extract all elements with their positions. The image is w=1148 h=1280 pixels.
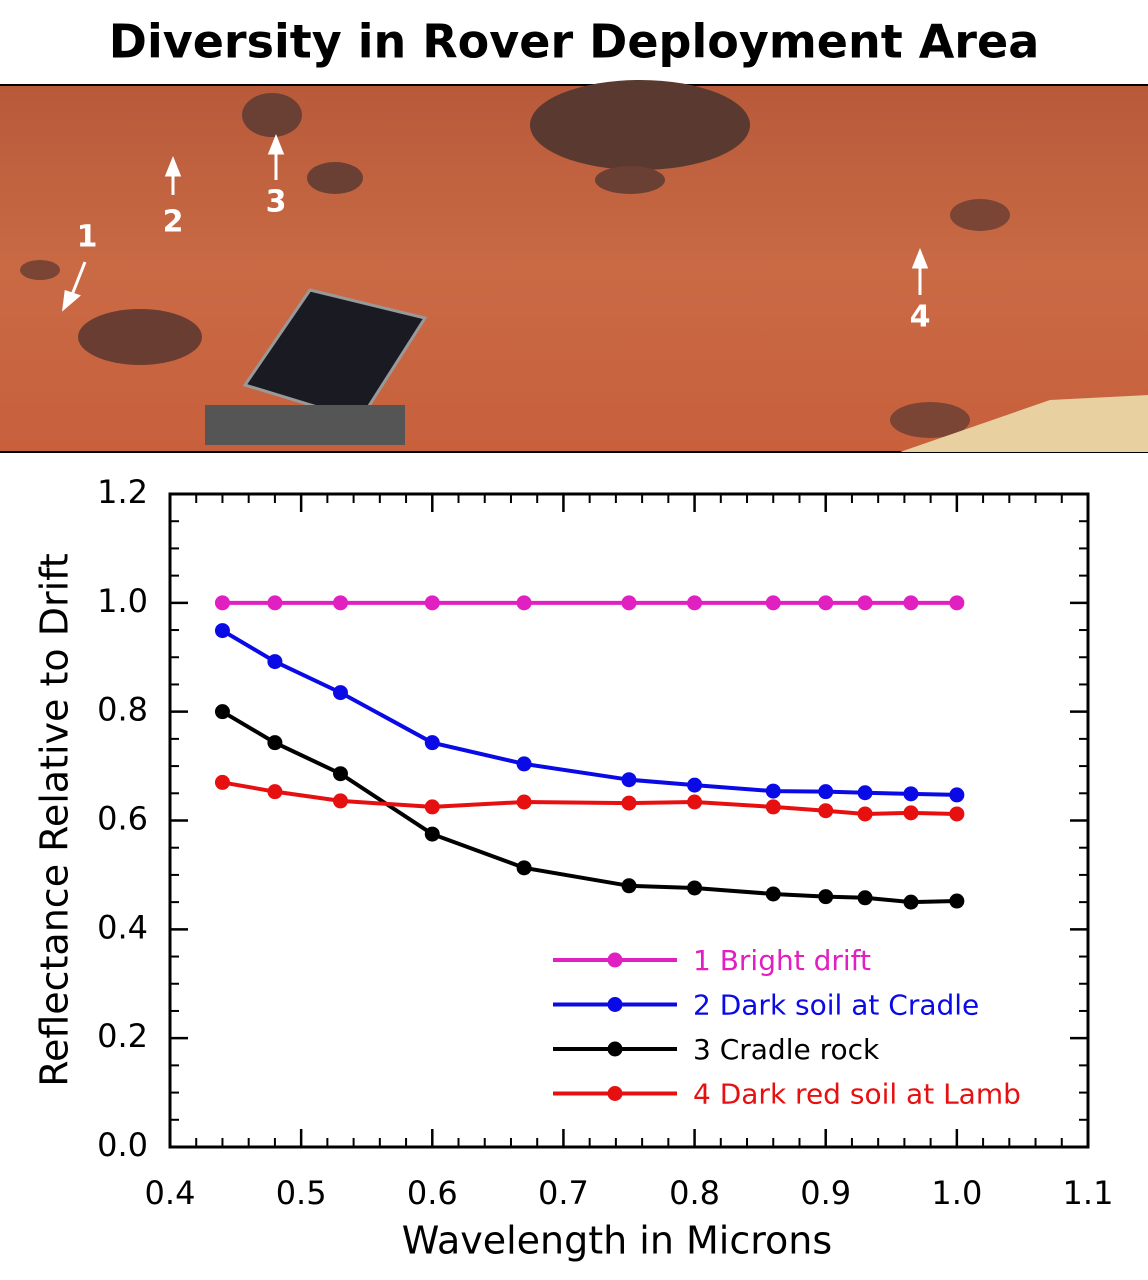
data-point — [949, 595, 965, 611]
legend-marker — [607, 997, 623, 1012]
photo-label: 4 — [910, 300, 931, 335]
data-point — [818, 803, 834, 819]
data-point — [903, 894, 919, 910]
data-point — [857, 890, 873, 906]
arrows — [62, 133, 929, 312]
data-point — [857, 595, 873, 611]
photo-label: 2 — [163, 205, 184, 240]
y-tick-label: 0.2 — [97, 1017, 148, 1055]
rock — [242, 93, 302, 137]
data-point — [857, 785, 873, 801]
data-point — [818, 889, 834, 905]
data-point — [214, 595, 230, 611]
data-point — [687, 777, 703, 793]
rover-body — [205, 405, 405, 445]
photo-label: 3 — [266, 185, 287, 220]
data-point — [332, 793, 348, 809]
y-tick-label: 1.0 — [97, 582, 148, 620]
data-point — [857, 806, 873, 822]
data-point — [424, 595, 440, 611]
rock — [530, 80, 750, 170]
data-point — [621, 795, 637, 811]
data-point — [765, 886, 781, 902]
data-point — [818, 784, 834, 800]
data-point — [903, 805, 919, 821]
data-point — [687, 880, 703, 896]
series-line — [221, 709, 957, 905]
rock — [307, 162, 363, 194]
legend-marker — [607, 1041, 623, 1057]
x-axis-label: Wavelength in Microns — [402, 1219, 832, 1263]
legend-label: 4 Dark red soil at Lamb — [693, 1078, 1021, 1111]
data-point — [267, 735, 283, 751]
data-point — [424, 826, 440, 842]
data-point — [765, 783, 781, 799]
y-tick-label: 0.4 — [97, 908, 148, 946]
data-point — [424, 799, 440, 815]
x-tick-label: 0.4 — [145, 1174, 196, 1212]
photo: 1 2 3 4 — [0, 80, 1148, 453]
data-point — [765, 799, 781, 815]
x-tick-label: 0.7 — [538, 1174, 589, 1212]
data-point — [214, 774, 230, 790]
data-point — [621, 772, 637, 788]
data-point — [949, 787, 965, 803]
photo-label: 1 — [77, 220, 98, 255]
data-point — [516, 756, 532, 772]
data-point — [949, 806, 965, 822]
data-point — [267, 784, 283, 800]
data-point — [516, 595, 532, 611]
x-tick-label: 0.8 — [669, 1174, 720, 1212]
data-point — [516, 860, 532, 876]
data-point — [818, 595, 834, 611]
series-line — [221, 628, 957, 797]
data-point — [214, 704, 230, 720]
x-tick-label: 0.6 — [407, 1174, 458, 1212]
data-point — [903, 786, 919, 802]
data-point — [903, 595, 919, 611]
legend-label: 1 Bright drift — [693, 944, 871, 977]
data-point — [949, 893, 965, 909]
rock — [20, 260, 60, 280]
data-point — [267, 595, 283, 611]
data-point — [214, 623, 230, 639]
title: Diversity in Rover Deployment Area — [109, 15, 1039, 69]
y-tick-label: 1.2 — [97, 473, 148, 511]
data-point — [621, 595, 637, 611]
legend-label: 2 Dark soil at Cradle — [693, 989, 979, 1022]
data-point — [687, 595, 703, 611]
legend-marker — [607, 1086, 623, 1101]
data-point — [332, 595, 348, 611]
data-point — [765, 595, 781, 611]
lander-petal — [900, 395, 1148, 452]
y-tick-label: 0.6 — [97, 800, 148, 838]
y-tick-label: 0.0 — [97, 1126, 148, 1164]
rock — [78, 309, 202, 365]
legend-label: 3 Cradle rock — [693, 1033, 880, 1066]
data-point — [332, 766, 348, 782]
x-tick-label: 1.0 — [931, 1174, 982, 1212]
y-axis-label: Reflectance Relative to Drift — [33, 553, 77, 1087]
x-tick-label: 0.5 — [276, 1174, 327, 1212]
y-tick-label: 0.8 — [97, 691, 148, 729]
legend-marker — [607, 952, 623, 968]
data-point — [332, 685, 348, 701]
data-point — [621, 878, 637, 894]
series-line — [222, 780, 957, 816]
x-tick-label: 1.1 — [1063, 1174, 1114, 1212]
data-point — [516, 794, 532, 810]
rock — [890, 402, 970, 438]
data-point — [267, 654, 283, 670]
data-point — [424, 735, 440, 751]
rock — [950, 199, 1010, 231]
x-tick-label: 0.9 — [800, 1174, 851, 1212]
rock — [595, 166, 665, 194]
data-point — [687, 794, 703, 810]
